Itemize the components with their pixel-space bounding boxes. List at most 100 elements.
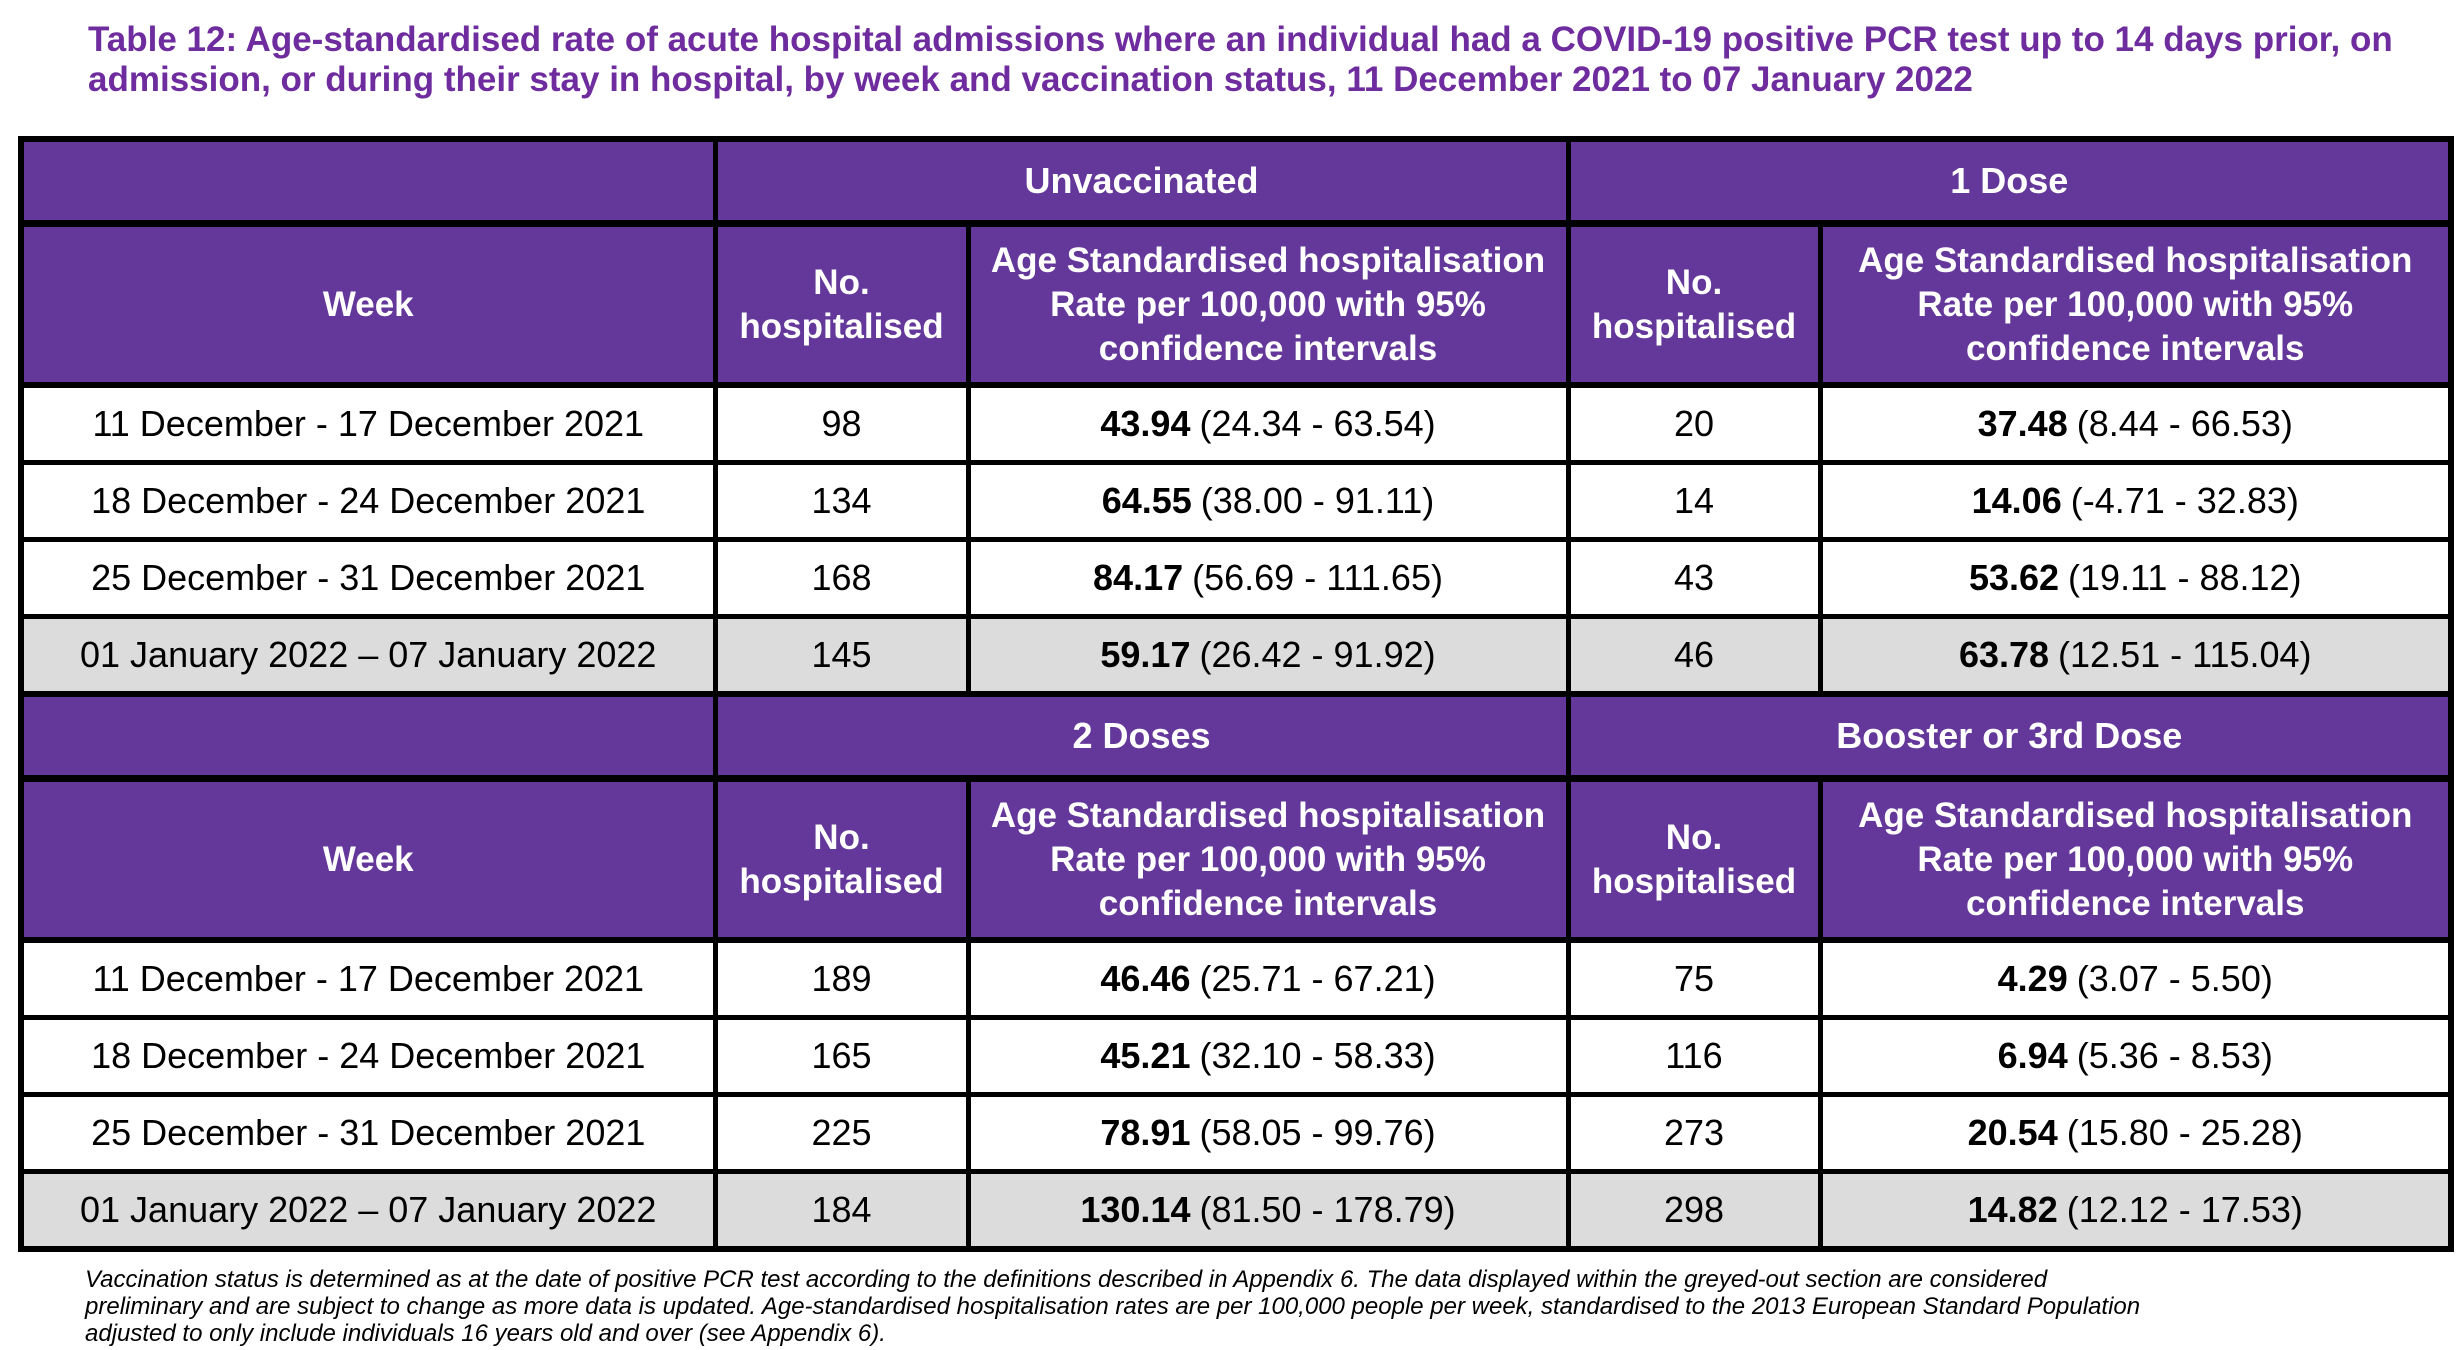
count-cell: 14 bbox=[1565, 460, 1823, 542]
no-hospitalised-header-cell: No. hospitalised bbox=[1565, 221, 1823, 388]
page-title: Table 12: Age-standardised rate of acute… bbox=[88, 20, 2393, 99]
rate-cell: 14.06 (-4.71 - 32.83) bbox=[1817, 460, 2454, 542]
rate-ci: (81.50 - 178.79) bbox=[1199, 1189, 1456, 1230]
rate-cell: 46.46 (25.71 - 67.21) bbox=[965, 937, 1571, 1020]
rate-ci: (26.42 - 91.92) bbox=[1199, 634, 1436, 675]
count-cell: 145 bbox=[712, 614, 971, 697]
rate-value: 63.78 bbox=[1958, 634, 2050, 675]
group-header-row: 2 Doses Booster or 3rd Dose bbox=[18, 691, 2454, 782]
count-cell: 189 bbox=[712, 937, 971, 1020]
no-hospitalised-header-cell: No. hospitalised bbox=[1565, 776, 1823, 943]
table-row: 25 December - 31 December 2021 168 84.17… bbox=[18, 537, 2454, 619]
rate-value: 46.46 bbox=[1100, 958, 1191, 999]
rate-cell: 64.55 (38.00 - 91.11) bbox=[965, 460, 1571, 542]
report-page: Table 12: Age-standardised rate of acute… bbox=[0, 20, 2460, 1350]
rate-cell: 53.62 (19.11 - 88.12) bbox=[1817, 537, 2454, 619]
no-hospitalised-header-cell: No. hospitalised bbox=[712, 221, 971, 388]
count-cell: 298 bbox=[1565, 1169, 1823, 1252]
count-cell: 273 bbox=[1565, 1092, 1823, 1174]
table-row: 11 December - 17 December 2021 98 43.94(… bbox=[18, 382, 2454, 465]
week-cell: 01 January 2022 – 07 January 2022 bbox=[18, 1169, 718, 1252]
rate-cell: 130.14 (81.50 - 178.79) bbox=[965, 1169, 1571, 1252]
rate-ci: (3.07 - 5.50) bbox=[2076, 958, 2273, 999]
count-cell: 75 bbox=[1565, 937, 1823, 1020]
table-row-preliminary: 01 January 2022 – 07 January 2022 145 59… bbox=[18, 614, 2454, 697]
rate-value: 43.94 bbox=[1100, 403, 1191, 444]
rate-ci: (15.80 - 25.28) bbox=[2066, 1112, 2303, 1153]
rate-cell: 4.29 (3.07 - 5.50) bbox=[1817, 937, 2454, 1020]
rate-value: 20.54 bbox=[1967, 1112, 2058, 1153]
rate-header-cell: Age Standardised hospitalisation Rate pe… bbox=[965, 776, 1571, 943]
group-header-cell-unvaccinated: Unvaccinated bbox=[712, 136, 1571, 227]
rate-value: 78.91 bbox=[1100, 1112, 1191, 1153]
admissions-table: Unvaccinated 1 Dose Week No. hospitalise… bbox=[18, 136, 2454, 1252]
count-cell: 168 bbox=[712, 537, 971, 619]
rate-value: 84.17 bbox=[1093, 557, 1184, 598]
table-row: 18 December - 24 December 2021 134 64.55… bbox=[18, 460, 2454, 542]
week-cell: 01 January 2022 – 07 January 2022 bbox=[18, 614, 718, 697]
group-header-row: Unvaccinated 1 Dose bbox=[18, 136, 2454, 227]
count-cell: 46 bbox=[1565, 614, 1823, 697]
rate-value: 45.21 bbox=[1100, 1035, 1191, 1076]
rate-value: 14.06 bbox=[1971, 480, 2062, 521]
count-cell: 116 bbox=[1565, 1015, 1823, 1097]
rate-ci: (25.71 - 67.21) bbox=[1199, 958, 1436, 999]
rate-value: 14.82 bbox=[1967, 1189, 2058, 1230]
rate-cell: 59.17 (26.42 - 91.92) bbox=[965, 614, 1571, 697]
week-cell: 11 December - 17 December 2021 bbox=[18, 382, 718, 465]
footnote: Vaccination status is determined as at t… bbox=[85, 1266, 2415, 1347]
rate-ci: (8.44 - 66.53) bbox=[2076, 403, 2293, 444]
count-cell: 225 bbox=[712, 1092, 971, 1174]
rate-ci: (12.51 - 115.04) bbox=[2058, 634, 2312, 675]
week-header-cell: Week bbox=[18, 221, 718, 388]
count-cell: 184 bbox=[712, 1169, 971, 1252]
rate-ci: (58.05 - 99.76) bbox=[1199, 1112, 1436, 1153]
column-header-row: Week No. hospitalised Age Standardised h… bbox=[18, 221, 2454, 388]
table-row: 11 December - 17 December 2021 189 46.46… bbox=[18, 937, 2454, 1020]
rate-cell: 63.78 (12.51 - 115.04) bbox=[1817, 614, 2454, 697]
empty-corner-cell bbox=[18, 691, 718, 782]
group-header-cell-booster: Booster or 3rd Dose bbox=[1565, 691, 2454, 782]
week-header-cell: Week bbox=[18, 776, 718, 943]
footnote-line: Vaccination status is determined as at t… bbox=[85, 1266, 2048, 1293]
rate-value: 6.94 bbox=[1997, 1035, 2068, 1076]
week-cell: 18 December - 24 December 2021 bbox=[18, 1015, 718, 1097]
week-cell: 25 December - 31 December 2021 bbox=[18, 537, 718, 619]
rate-ci: (24.34 - 63.54) bbox=[1199, 403, 1436, 444]
rate-ci: (5.36 - 8.53) bbox=[2076, 1035, 2273, 1076]
rate-cell: 45.21 (32.10 - 58.33) bbox=[965, 1015, 1571, 1097]
rate-ci: (32.10 - 58.33) bbox=[1199, 1035, 1436, 1076]
group-header-cell-1-dose: 1 Dose bbox=[1565, 136, 2454, 227]
rate-cell: 37.48 (8.44 - 66.53) bbox=[1817, 382, 2454, 465]
count-cell: 43 bbox=[1565, 537, 1823, 619]
rate-header-cell: Age Standardised hospitalisation Rate pe… bbox=[965, 221, 1571, 388]
rate-value: 64.55 bbox=[1101, 480, 1192, 521]
rate-value: 59.17 bbox=[1100, 634, 1191, 675]
rate-ci: (56.69 - 111.65) bbox=[1192, 557, 1443, 598]
count-cell: 165 bbox=[712, 1015, 971, 1097]
table-row-preliminary: 01 January 2022 – 07 January 2022 184 13… bbox=[18, 1169, 2454, 1252]
footnote-line: preliminary and are subject to change as… bbox=[85, 1293, 2141, 1320]
rate-cell: 84.17 (56.69 - 111.65) bbox=[965, 537, 1571, 619]
rate-value: 37.48 bbox=[1977, 403, 2068, 444]
rate-cell: 6.94 (5.36 - 8.53) bbox=[1817, 1015, 2454, 1097]
rate-cell: 78.91 (58.05 - 99.76) bbox=[965, 1092, 1571, 1174]
week-cell: 25 December - 31 December 2021 bbox=[18, 1092, 718, 1174]
table-row: 25 December - 31 December 2021 225 78.91… bbox=[18, 1092, 2454, 1174]
empty-corner-cell bbox=[18, 136, 718, 227]
rate-cell: 43.94 (24.34 - 63.54) bbox=[965, 382, 1571, 465]
rate-value: 4.29 bbox=[1997, 958, 2068, 999]
count-cell: 98 bbox=[712, 382, 971, 465]
rate-value: 130.14 bbox=[1080, 1189, 1191, 1230]
count-cell: 20 bbox=[1565, 382, 1823, 465]
rate-header-cell: Age Standardised hospitalisation Rate pe… bbox=[1817, 221, 2454, 388]
footnote-line: adjusted to only include individuals 16 … bbox=[85, 1320, 886, 1347]
rate-cell: 14.82 (12.12 - 17.53) bbox=[1817, 1169, 2454, 1252]
rate-header-cell: Age Standardised hospitalisation Rate pe… bbox=[1817, 776, 2454, 943]
table-row: 18 December - 24 December 2021 165 45.21… bbox=[18, 1015, 2454, 1097]
column-header-row: Week No. hospitalised Age Standardised h… bbox=[18, 776, 2454, 943]
rate-ci: (19.11 - 88.12) bbox=[2068, 557, 2302, 598]
group-header-cell-2-doses: 2 Doses bbox=[712, 691, 1571, 782]
rate-ci: (-4.71 - 32.83) bbox=[2070, 480, 2299, 521]
rate-cell: 20.54 (15.80 - 25.28) bbox=[1817, 1092, 2454, 1174]
